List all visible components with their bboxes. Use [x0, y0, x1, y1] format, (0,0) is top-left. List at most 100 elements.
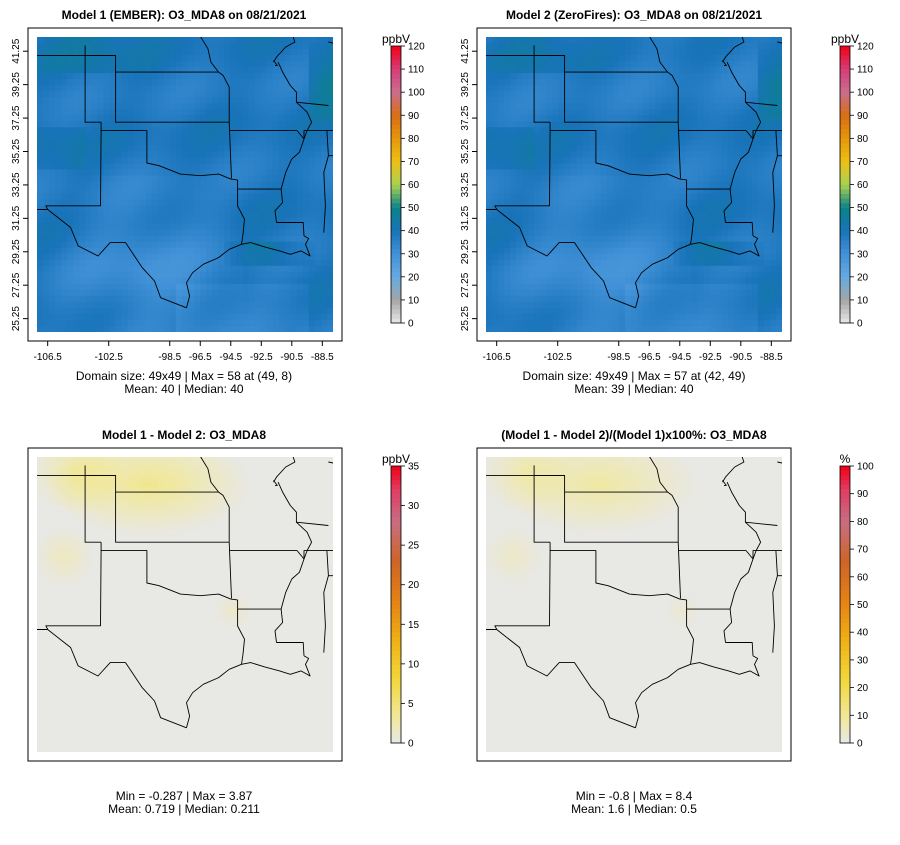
heatmap-cell [528, 326, 534, 332]
heatmap-cell [55, 206, 61, 212]
heatmap-cell [486, 326, 492, 332]
heatmap-cell [49, 145, 55, 151]
heatmap-cell [565, 224, 571, 230]
heatmap-cell [297, 61, 303, 67]
heatmap-cell [103, 91, 109, 97]
heatmap-cell [697, 103, 703, 109]
heatmap-cell [607, 127, 613, 133]
heatmap-cell [73, 43, 79, 49]
heatmap-cell [242, 139, 248, 145]
heatmap-cell [122, 278, 128, 284]
heatmap-cell [776, 79, 782, 85]
heatmap-cell [164, 272, 170, 278]
heatmap-cell [679, 314, 685, 320]
heatmap-cell [540, 73, 546, 79]
heatmap-cell [637, 145, 643, 151]
heatmap-cell [116, 175, 122, 181]
heatmap-cell [85, 314, 91, 320]
legend-color-step [391, 194, 401, 199]
heatmap-cell [571, 260, 577, 266]
heatmap-cell [73, 49, 79, 55]
heatmap-cell [577, 73, 583, 79]
heatmap-cell [722, 43, 728, 49]
heatmap-cell [291, 55, 297, 61]
heatmap-cell [176, 200, 182, 206]
heatmap-cell [703, 109, 709, 115]
heatmap-cell [49, 320, 55, 326]
heatmap-cell [625, 109, 631, 115]
heatmap-cell [158, 320, 164, 326]
heatmap-cell [85, 115, 91, 121]
legend-color-step [391, 286, 401, 291]
heatmap-cell [146, 290, 152, 296]
heatmap-cell [655, 302, 661, 308]
heatmap-cell [67, 272, 73, 278]
heatmap-cell [61, 254, 67, 260]
heatmap-cell [528, 284, 534, 290]
heatmap-cell [486, 248, 492, 254]
heatmap-cell [613, 230, 619, 236]
heatmap-cell [116, 181, 122, 187]
heatmap-cell [212, 103, 218, 109]
heatmap-cell [528, 157, 534, 163]
heatmap-cell [61, 266, 67, 272]
heatmap-cell [498, 314, 504, 320]
heatmap-cell [236, 169, 242, 175]
heatmap-cell [297, 157, 303, 163]
heatmap-cell [577, 218, 583, 224]
heatmap-cell [540, 320, 546, 326]
heatmap-cell [206, 73, 212, 79]
heatmap-cell [67, 79, 73, 85]
heatmap-cell [315, 79, 321, 85]
heatmap-cell [558, 290, 564, 296]
heatmap-cell [691, 49, 697, 55]
heatmap-cell [182, 151, 188, 157]
heatmap-cell [613, 127, 619, 133]
heatmap-cell [637, 91, 643, 97]
heatmap-cell [734, 175, 740, 181]
heatmap-cell [546, 91, 552, 97]
heatmap-cell [103, 181, 109, 187]
heatmap-cell [116, 278, 122, 284]
heatmap-cell [770, 91, 776, 97]
heatmap-cell [206, 181, 212, 187]
heatmap-cell [200, 43, 206, 49]
heatmap-cell [504, 320, 510, 326]
heatmap-cell [273, 73, 279, 79]
heatmap-cell [595, 109, 601, 115]
heatmap-cell [37, 91, 43, 97]
heatmap-cell [200, 218, 206, 224]
heatmap-cell [170, 61, 176, 67]
heatmap-cell [109, 296, 115, 302]
heatmap-cell [691, 254, 697, 260]
heatmap-cell [776, 284, 782, 290]
heatmap-cell [224, 115, 230, 121]
heatmap-cell [601, 290, 607, 296]
heatmap-cell [613, 248, 619, 254]
heatmap-cell [261, 145, 267, 151]
heatmap-cell [577, 49, 583, 55]
heatmap-cell [661, 206, 667, 212]
heatmap-cell [116, 103, 122, 109]
heatmap-cell [103, 145, 109, 151]
heatmap-cell [254, 163, 260, 169]
heatmap-cell [722, 37, 728, 43]
heatmap-cell [327, 194, 333, 200]
heatmap-cell [212, 326, 218, 332]
heatmap-cell [589, 43, 595, 49]
heatmap-cell [546, 326, 552, 332]
heatmap-cell [498, 49, 504, 55]
heatmap-cell [716, 236, 722, 242]
heatmap-cell [103, 103, 109, 109]
heatmap-cell [134, 200, 140, 206]
heatmap-cell [758, 133, 764, 139]
heatmap-cell [776, 115, 782, 121]
heatmap-cell [267, 151, 273, 157]
heatmap-cell [661, 188, 667, 194]
heatmap-cell [55, 157, 61, 163]
heatmap-cell [764, 326, 770, 332]
heatmap-cell [492, 79, 498, 85]
heatmap-cell [188, 85, 194, 91]
heatmap-cell [643, 302, 649, 308]
heatmap-cell [758, 200, 764, 206]
